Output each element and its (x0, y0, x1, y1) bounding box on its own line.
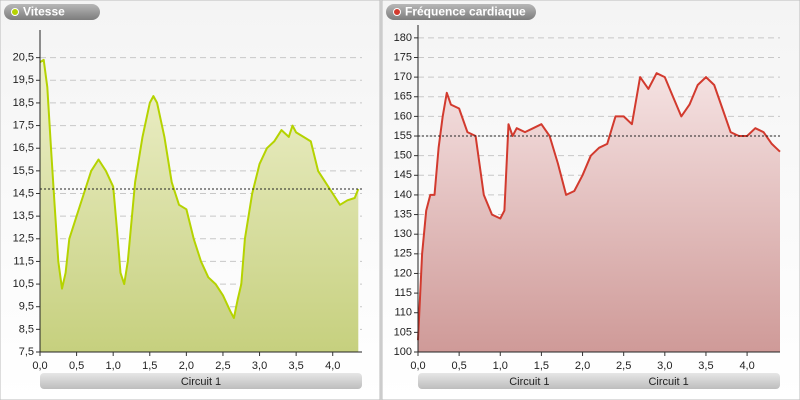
x-tick-label: 2,0 (575, 360, 590, 372)
y-tick-label: 15,5 (13, 165, 34, 177)
y-tick-label: 110 (394, 307, 412, 319)
y-tick-label: 9,5 (19, 301, 34, 313)
y-tick-label: 13,5 (13, 210, 34, 222)
x-tick-label: 0,5 (451, 360, 466, 372)
y-tick-label: 16,5 (13, 142, 34, 154)
x-axis-label: Circuit 1 (648, 376, 688, 388)
x-tick-label: 4,0 (739, 360, 754, 372)
y-tick-label: 180 (394, 32, 412, 44)
x-tick-label: 2,0 (179, 360, 194, 372)
x-footer (40, 373, 362, 389)
title-pill (4, 4, 100, 20)
x-tick-label: 0,0 (410, 360, 425, 372)
x-tick-label: 0,0 (32, 360, 47, 372)
y-tick-label: 19,5 (13, 74, 34, 86)
x-tick-label: 3,5 (288, 360, 303, 372)
y-tick-label: 170 (394, 71, 412, 83)
x-tick-label: 2,5 (616, 360, 631, 372)
y-tick-label: 105 (394, 326, 412, 338)
x-tick-label: 0,5 (69, 360, 84, 372)
x-tick-label: 1,0 (493, 360, 508, 372)
title-icon (11, 8, 19, 16)
x-axis-label: Circuit 1 (181, 376, 221, 388)
y-tick-label: 10,5 (13, 278, 34, 290)
y-tick-label: 17,5 (13, 119, 34, 131)
y-tick-label: 145 (394, 169, 412, 181)
x-tick-label: 1,5 (534, 360, 549, 372)
y-tick-label: 12,5 (13, 233, 34, 245)
title-pill (386, 4, 536, 20)
x-tick-label: 4,0 (325, 360, 340, 372)
x-tick-label: 1,0 (106, 360, 121, 372)
y-tick-label: 150 (394, 150, 412, 162)
area (40, 59, 359, 353)
y-tick-label: 120 (394, 267, 412, 279)
x-tick-label: 3,0 (657, 360, 672, 372)
x-footer (418, 373, 780, 389)
y-tick-label: 7,5 (19, 346, 34, 358)
title-icon (393, 8, 401, 16)
y-tick-label: 175 (394, 51, 412, 63)
y-tick-label: 135 (394, 208, 412, 220)
x-tick-label: 1,5 (142, 360, 157, 372)
line (39, 58, 360, 319)
line (417, 72, 781, 341)
y-tick-label: 11,5 (13, 255, 34, 267)
y-tick-label: 130 (394, 228, 412, 240)
y-tick-label: 155 (394, 130, 412, 142)
y-tick-label: 125 (394, 248, 412, 260)
y-tick-label: 8,5 (19, 323, 34, 335)
y-tick-label: 160 (394, 110, 412, 122)
y-tick-label: 115 (394, 287, 412, 299)
y-tick-label: 20,5 (13, 52, 34, 64)
x-tick-label: 2,5 (215, 360, 230, 372)
y-tick-label: 14,5 (13, 187, 34, 199)
y-tick-label: 18,5 (13, 97, 34, 109)
chart-title: Fréquence cardiaque (405, 5, 526, 19)
y-tick-label: 100 (394, 346, 412, 358)
x-tick-label: 3,5 (698, 360, 713, 372)
x-axis-label: Circuit 1 (509, 376, 549, 388)
x-tick-label: 3,0 (252, 360, 267, 372)
chart-title: Vitesse (23, 5, 65, 19)
y-tick-label: 140 (394, 189, 412, 201)
y-tick-label: 165 (394, 91, 412, 103)
